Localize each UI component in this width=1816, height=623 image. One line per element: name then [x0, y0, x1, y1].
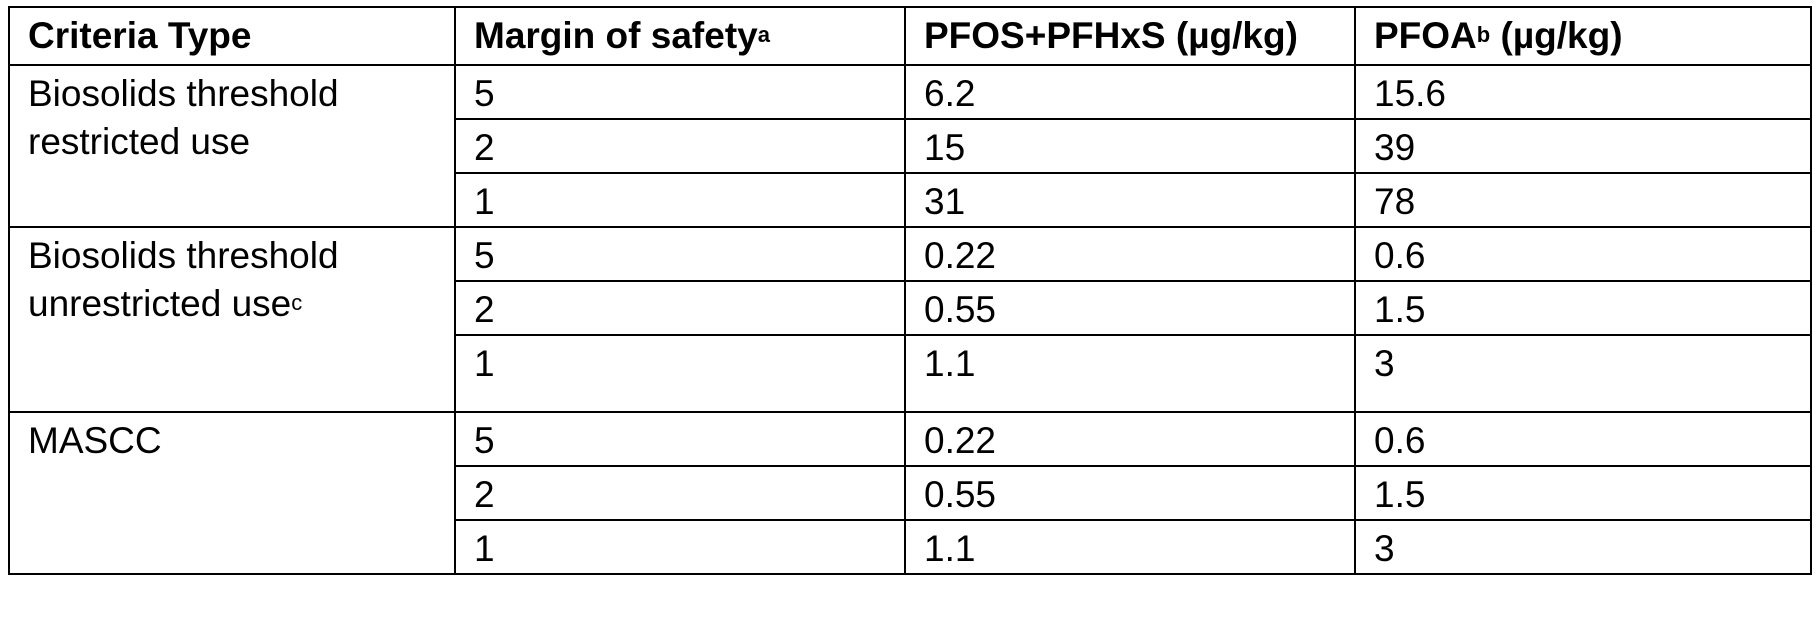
pfos-pfhxs-cell: 0.22	[904, 226, 1356, 282]
table-row: Biosolids threshold unrestricted usec 5 0…	[8, 226, 1812, 413]
table-header-row: Criteria Type Margin of safetya PFOS+PFH…	[8, 6, 1812, 66]
pfoa-cell: 0.6	[1354, 411, 1812, 467]
pfoa-cell: 39	[1354, 118, 1812, 174]
criteria-table: Criteria Type Margin of safetya PFOS+PFH…	[8, 6, 1812, 575]
pfoa-cell: 1.5	[1354, 465, 1812, 521]
table-row: MASCC 5 0.22 0.6	[8, 411, 1812, 575]
margin-cell: 2	[454, 465, 906, 521]
pfos-pfhxs-cell: 0.22	[904, 411, 1356, 467]
table-row: 1 1.1 3	[9, 519, 1812, 575]
header-margin-of-safety: Margin of safetya	[454, 6, 906, 66]
margin-cell: 1	[454, 334, 906, 413]
table-row: Biosolids threshold restricted use 5 6.2 …	[8, 64, 1812, 228]
header-pfoa: PFOAb (µg/kg)	[1354, 6, 1812, 66]
table-row: 2 0.55 1.5	[9, 280, 1812, 336]
margin-cell: 5	[454, 64, 906, 120]
margin-cell: 1	[454, 519, 906, 575]
pfoa-cell: 1.5	[1354, 280, 1812, 336]
criteria-type-cell: MASCC	[8, 411, 456, 575]
table-row: 1 31 78	[9, 172, 1812, 228]
pfos-pfhxs-cell: 0.55	[904, 465, 1356, 521]
margin-cell: 5	[454, 226, 906, 282]
pfoa-cell: 3	[1354, 519, 1812, 575]
table-row: 2 0.55 1.5	[9, 465, 1812, 521]
margin-cell: 2	[454, 118, 906, 174]
footnote-marker-a: a	[757, 22, 770, 47]
header-criteria-type: Criteria Type	[8, 6, 456, 66]
margin-cell: 5	[454, 411, 906, 467]
margin-cell: 2	[454, 280, 906, 336]
pfos-pfhxs-cell: 0.55	[904, 280, 1356, 336]
pfoa-cell: 15.6	[1354, 64, 1812, 120]
pfos-pfhxs-cell: 1.1	[904, 519, 1356, 575]
pfos-pfhxs-cell: 6.2	[904, 64, 1356, 120]
pfoa-cell: 78	[1354, 172, 1812, 228]
table-row: 1 1.1 3	[9, 334, 1812, 413]
margin-cell: 1	[454, 172, 906, 228]
criteria-type-cell: Biosolids threshold restricted use	[8, 64, 456, 228]
table-row: 2 15 39	[9, 118, 1812, 174]
footnote-marker-c: c	[291, 290, 303, 315]
pfoa-cell: 3	[1354, 334, 1812, 413]
pfos-pfhxs-cell: 31	[904, 172, 1356, 228]
criteria-type-cell: Biosolids threshold unrestricted usec	[8, 226, 456, 413]
pfoa-cell: 0.6	[1354, 226, 1812, 282]
header-pfos-pfhxs: PFOS+PFHxS (µg/kg)	[904, 6, 1356, 66]
pfos-pfhxs-cell: 15	[904, 118, 1356, 174]
pfos-pfhxs-cell: 1.1	[904, 334, 1356, 413]
footnote-marker-b: b	[1476, 22, 1491, 47]
